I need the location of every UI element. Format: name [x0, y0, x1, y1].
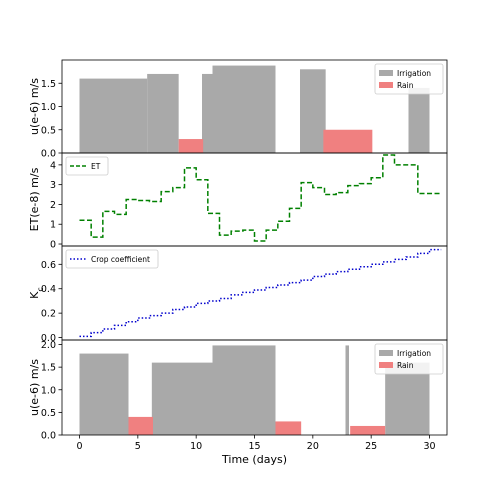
x-tick-label: 0: [76, 441, 82, 452]
panel-2-plot-area: [79, 154, 442, 242]
legend-label: Rain: [397, 81, 414, 90]
x-tick-label: 30: [423, 441, 435, 452]
irrigation-bar: [345, 345, 349, 435]
y-axis-label: u(e-6) m/s: [28, 359, 41, 416]
legend-label: Irrigation: [397, 349, 431, 358]
legend-swatch-irrigation: [379, 70, 393, 76]
y-tick-label: 0.0: [41, 333, 56, 344]
x-tick-label: 5: [135, 441, 141, 452]
legend-swatch-rain: [379, 362, 393, 368]
legend-swatch-irrigation: [379, 350, 393, 356]
legend: Irrigation Rain: [374, 63, 444, 95]
legend-label: Crop coefficient: [91, 255, 150, 264]
irrigation-bar: [79, 353, 129, 435]
y-tick-label: 4: [50, 160, 56, 171]
rain-bar: [128, 416, 153, 435]
y-tick-label: 0.0: [41, 149, 56, 160]
x-tick-label: 15: [248, 441, 260, 452]
rain-bar: [178, 139, 204, 153]
legend: Crop coefficient: [65, 249, 159, 269]
y-tick-label: 1: [50, 220, 56, 231]
irrigation-bar: [408, 87, 430, 153]
y-tick-label: 1.5: [41, 79, 56, 90]
y-tick-label: 0.0: [41, 431, 56, 442]
y-axis-label: Kc: [28, 287, 45, 299]
y-tick-label: 0: [50, 240, 56, 251]
series-line-et: [79, 154, 442, 242]
irrigation-bar: [79, 78, 148, 153]
y-tick-label: 2: [50, 200, 56, 211]
x-tick-label: 10: [190, 441, 202, 452]
y-tick-label: 0.4: [41, 284, 56, 295]
panel-1: 0.0 0.5 1.0 1.5u(e-6) m/s Irrigation Rain: [28, 59, 448, 160]
rain-bar: [323, 129, 373, 153]
legend-label: ET: [91, 162, 101, 171]
irrigation-bar: [385, 362, 430, 435]
y-tick-label: 0.2: [41, 309, 56, 320]
y-axis-label: ET(e-8) m/s: [28, 167, 41, 231]
y-tick-label: 0.5: [41, 125, 56, 136]
x-tick-label: 20: [307, 441, 319, 452]
x-axis-label: Time (days): [221, 453, 287, 466]
y-axis-label: u(e-6) m/s: [28, 78, 41, 135]
panel-4-plot-area: [79, 345, 430, 435]
y-tick-label: 3: [50, 180, 56, 191]
y-tick-label: 1.0: [41, 385, 56, 396]
panel-2: 0 1 2 3 4 ET(e-8) m/s ET: [28, 152, 448, 251]
x-tick-label: 25: [365, 441, 377, 452]
panel-4: 0.0 0.5 1.0 1.5 2.0u(e-6) m/s Irrigation Rain: [28, 339, 448, 442]
y-tick-label: 0.6: [41, 260, 56, 271]
legend: ET: [65, 156, 109, 176]
rain-bar: [350, 425, 386, 435]
irrigation-bar: [212, 345, 276, 435]
irrigation-bar: [202, 73, 213, 153]
panel-3: 0.0 0.2 0.4 0.6 Kc Crop coefficient: [28, 245, 448, 344]
y-tick-label: 2.0: [41, 340, 56, 351]
irrigation-bar: [300, 69, 326, 153]
y-tick-label: 0.5: [41, 408, 56, 419]
legend-swatch-rain: [379, 82, 393, 88]
y-tick-label: 1.5: [41, 363, 56, 374]
legend-label: Irrigation: [397, 69, 431, 78]
legend-box: [65, 156, 109, 176]
irrigation-bar: [147, 73, 179, 153]
rain-bar: [275, 421, 302, 435]
irrigation-bar: [151, 362, 213, 435]
legend-box: [65, 249, 159, 269]
irrigation-bar: [212, 65, 276, 153]
y-tick-label: 1.0: [41, 102, 56, 113]
panel-1-plot-area: [79, 65, 430, 153]
legend: Irrigation Rain: [374, 343, 444, 375]
legend-label: Rain: [397, 361, 414, 370]
